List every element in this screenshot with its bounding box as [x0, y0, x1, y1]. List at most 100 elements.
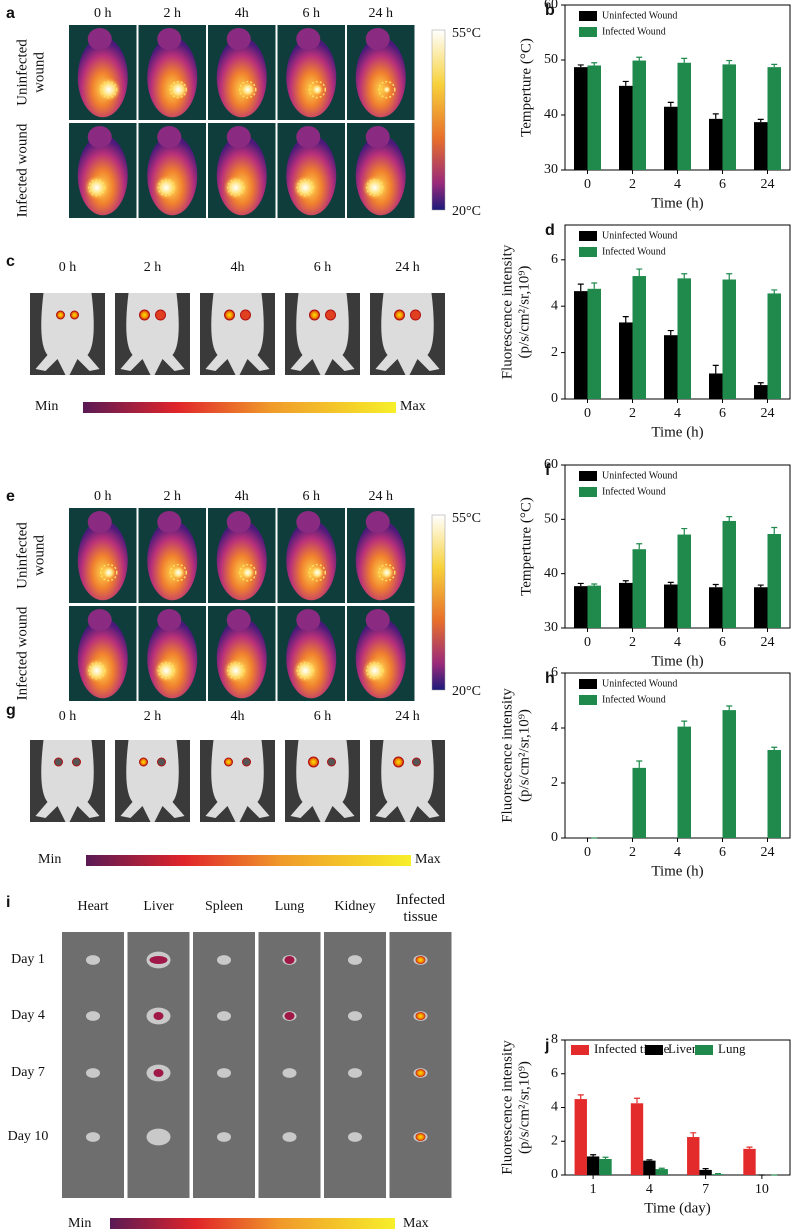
bar [709, 587, 723, 628]
error-bar [667, 329, 674, 336]
legend-swatch [579, 679, 597, 689]
mouse-head [157, 609, 182, 631]
signal-spot [56, 310, 65, 320]
mouse-head [365, 28, 390, 50]
mouse-body [147, 520, 198, 601]
organ-signal [415, 1012, 426, 1020]
bar [574, 67, 588, 170]
hot-spot [168, 79, 189, 100]
error-bar [577, 64, 584, 68]
organ [348, 1068, 362, 1078]
column-label: Spleen [205, 899, 243, 914]
time-label: 0 h [94, 6, 112, 21]
legend-label: Lung [718, 1041, 746, 1056]
mouse-head [296, 511, 321, 533]
signal-spot [139, 757, 148, 767]
bar [619, 582, 633, 628]
bar [709, 373, 723, 399]
signal-spot [72, 757, 81, 767]
y-tick-label: 30 [544, 620, 558, 635]
time-label: 6 h [303, 6, 321, 21]
signal-spot [155, 309, 166, 321]
y-tick-label: 50 [544, 52, 558, 67]
error-bar [726, 273, 733, 280]
column-label: Liver [143, 899, 174, 914]
panel-letter: i [6, 894, 10, 911]
y-axis-label: (p/s/cm²/sr,10⁹) [516, 266, 532, 359]
bar [722, 64, 736, 170]
hot-spot [84, 658, 109, 683]
hot-spot [311, 83, 324, 96]
color-bar [431, 29, 446, 211]
legend-label: Uninfected Wound [602, 470, 677, 481]
wound-outline [100, 80, 118, 99]
x-tick-label: 4 [674, 406, 681, 421]
error-bar [757, 382, 764, 386]
bar [722, 279, 736, 399]
error-bar [771, 526, 778, 535]
error-bar [771, 746, 778, 750]
time-label: 24 h [369, 489, 394, 504]
y-axis-label: Fluorescence intensity [499, 1040, 515, 1175]
y-axis-label: Temperture (°C) [518, 497, 534, 596]
y-axis-label: (p/s/cm²/sr,10⁹) [516, 1061, 532, 1154]
y-tick-label: 2 [551, 775, 558, 790]
legend-label: Infected Wound [602, 246, 666, 257]
mouse-head [365, 511, 390, 533]
legend-label: Liver [668, 1041, 697, 1056]
organ [348, 955, 362, 965]
organ [86, 955, 100, 965]
signal-spot [157, 757, 166, 767]
y-tick-label: 4 [551, 298, 558, 313]
row-label: Day 10 [8, 1129, 49, 1144]
legend-label: Uninfected Wound [602, 10, 677, 21]
bar [743, 1148, 756, 1175]
organ [348, 1132, 362, 1142]
time-label: 0 h [59, 260, 77, 275]
x-tick-label: 0 [584, 635, 591, 650]
bar [767, 534, 781, 628]
y-tick-label: 0 [551, 391, 558, 406]
mouse-body [286, 37, 337, 118]
column-label: Kidney [334, 899, 375, 914]
legend-swatch [571, 1045, 589, 1055]
bar [619, 85, 633, 170]
wound-outline [169, 80, 187, 99]
error-bar [577, 283, 584, 292]
wound-outline [157, 178, 175, 197]
y-tick-label: 2 [551, 1133, 558, 1148]
row-label: Infected wound [14, 123, 30, 218]
mouse-head [87, 126, 112, 148]
organ-signal [153, 1069, 164, 1077]
x-tick-label: 2 [629, 177, 636, 192]
legend-swatch [579, 247, 597, 257]
legend-swatch [579, 487, 597, 497]
bar [767, 750, 781, 838]
signal-spot [394, 309, 405, 321]
mouse-head [365, 126, 390, 148]
signal-spot [309, 309, 320, 321]
error-bar [590, 1154, 597, 1157]
mouse-body [216, 37, 267, 118]
organ [282, 1132, 297, 1142]
y-tick-label: 4 [551, 720, 558, 735]
error-bar [715, 1173, 721, 1175]
bar [630, 1103, 644, 1175]
legend-label: Infected Wound [602, 694, 666, 705]
column-label-box: Infected tissue [396, 892, 445, 925]
row-label: Uninfected wound [14, 522, 47, 589]
y-tick-label: 40 [544, 566, 558, 581]
y-tick-label: 6 [551, 252, 558, 267]
signal-spot [410, 309, 421, 321]
legend-label: Infected Wound [602, 486, 666, 497]
y-tick-label: 8 [551, 1032, 558, 1047]
mouse [375, 740, 440, 822]
column-label: Lung [275, 899, 305, 914]
hot-spot [382, 85, 391, 94]
signal-spot [325, 309, 336, 321]
time-label: 0 h [94, 489, 112, 504]
mouse-head [365, 609, 390, 631]
x-tick-label: 2 [629, 845, 636, 860]
scale-label: Max [415, 852, 441, 867]
y-tick-label: 4 [551, 1100, 558, 1115]
